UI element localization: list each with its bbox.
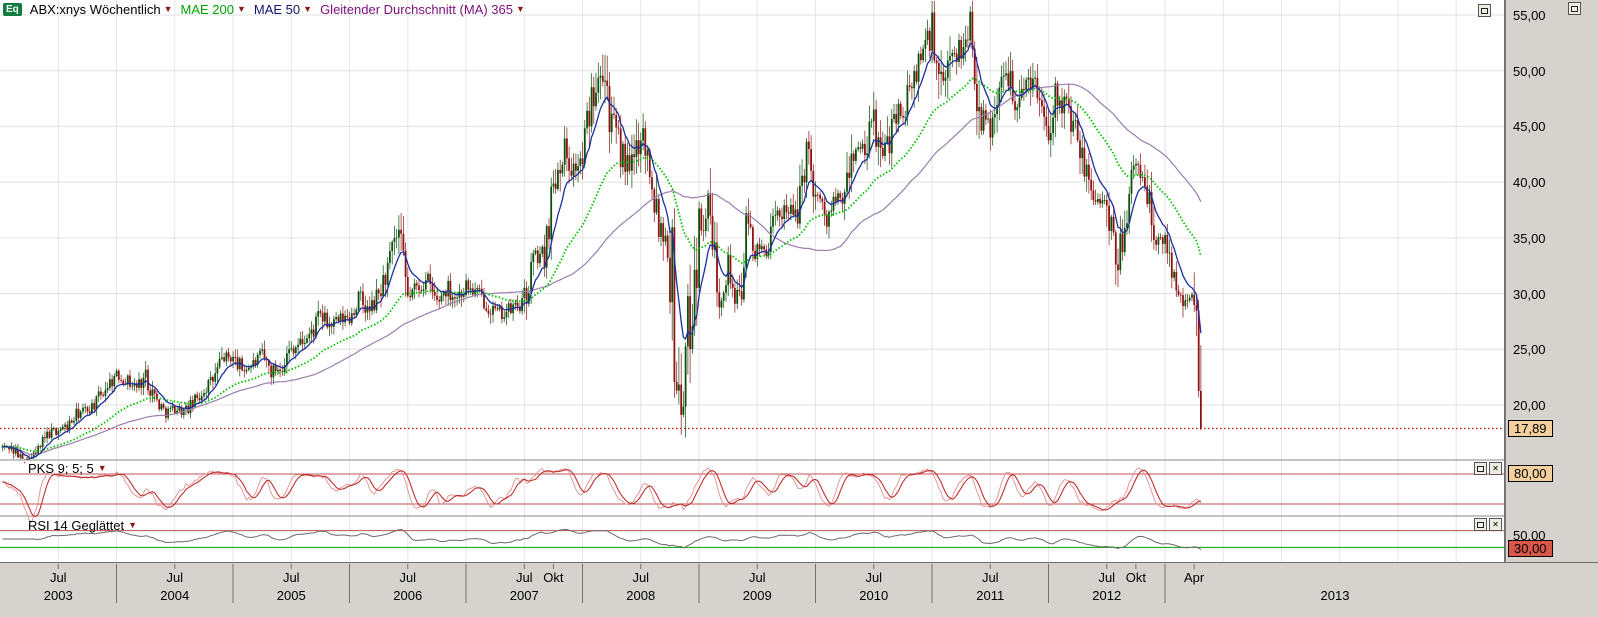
pks-panel-header[interactable]: PKS 9; 5; 5 ▼ xyxy=(28,461,107,476)
pks-panel-close-button[interactable]: ✕ xyxy=(1489,462,1502,475)
ma365-legend-item[interactable]: Gleitender Durchschnitt (MA) 365 ▼ xyxy=(320,2,525,17)
restore-icon xyxy=(1571,5,1578,12)
chevron-down-icon: ▼ xyxy=(97,463,107,473)
month-label: Jul xyxy=(399,570,417,585)
month-label: Jul xyxy=(748,570,766,585)
year-label: 2010 xyxy=(859,588,889,603)
restore-icon xyxy=(1477,465,1484,472)
year-label: 2003 xyxy=(43,588,73,603)
month-label: Jul xyxy=(515,570,533,585)
axis-corner-button[interactable] xyxy=(1568,2,1581,15)
month-label: Jul xyxy=(49,570,67,585)
pks-level-box: 80,00 xyxy=(1508,465,1553,482)
ma365-label: Gleitender Durchschnitt (MA) 365 xyxy=(320,2,513,17)
month-label: Jul xyxy=(282,570,300,585)
price-tick-label: 55,00 xyxy=(1513,8,1546,23)
main-pane-restore-button[interactable] xyxy=(1478,4,1491,17)
year-label: 2007 xyxy=(509,588,539,603)
restore-icon xyxy=(1481,7,1488,14)
chevron-down-icon: ▼ xyxy=(163,4,173,14)
year-label: 2012 xyxy=(1092,588,1122,603)
price-axis[interactable]: 55,00 50,00 45,00 40,00 35,00 30,00 25,00 20,00… xyxy=(1505,0,1598,562)
month-label: Jul xyxy=(865,570,883,585)
month-label: Okt xyxy=(1125,570,1146,585)
chevron-down-icon: ▼ xyxy=(515,4,525,14)
current-price-box: 17,89 xyxy=(1508,419,1553,437)
year-label: 2008 xyxy=(626,588,656,603)
year-label: 2009 xyxy=(742,588,772,603)
time-axis-ticks xyxy=(57,564,1195,603)
price-tick-label: 50,00 xyxy=(1513,63,1546,79)
year-label: 2005 xyxy=(276,588,306,603)
rsi-panel-close-button[interactable]: ✕ xyxy=(1489,518,1502,531)
price-tick-label: 25,00 xyxy=(1513,342,1546,358)
price-tick-label: 20,00 xyxy=(1513,398,1546,413)
chevron-down-icon: ▼ xyxy=(128,520,138,530)
rsi-current-box: 30,00 xyxy=(1508,540,1553,558)
year-label: 2006 xyxy=(393,588,423,603)
rsi-mid-label: 50,00 xyxy=(1513,528,1546,543)
ma50-label: MAE 50 xyxy=(253,2,301,17)
rsi-title: RSI 14 Geglättet xyxy=(28,518,125,533)
restore-icon xyxy=(1477,521,1484,528)
pks-panel-restore-button[interactable] xyxy=(1474,462,1487,475)
month-label: Jul xyxy=(981,570,999,585)
year-label: 2011 xyxy=(976,588,1005,603)
year-label: 2004 xyxy=(160,588,190,603)
chevron-down-icon: ▼ xyxy=(236,4,246,14)
month-label: Jul xyxy=(1098,570,1116,585)
rsi-panel-restore-button[interactable] xyxy=(1474,518,1487,531)
close-icon: ✕ xyxy=(1492,519,1499,529)
symbol-series-selector[interactable]: ABX:xnys Wöchentlich ▼ xyxy=(30,2,173,17)
month-label: Jul xyxy=(166,570,184,585)
ma200-legend-item[interactable]: MAE 200 ▼ xyxy=(180,2,245,17)
time-axis[interactable]: Jul Jul Jul Jul Jul Okt Jul Jul Jul Jul Jul Okt Apr 2… xyxy=(0,562,1598,617)
month-label: Jul xyxy=(632,570,650,585)
price-tick-label: 40,00 xyxy=(1513,175,1546,191)
pks-title: PKS 9; 5; 5 xyxy=(28,461,94,476)
ma50-legend-item[interactable]: MAE 50 ▼ xyxy=(254,2,312,17)
price-tick-label: 30,00 xyxy=(1513,286,1546,302)
price-tick-label: 35,00 xyxy=(1513,230,1546,246)
month-label: Apr xyxy=(1184,570,1205,585)
rsi-panel-header[interactable]: RSI 14 Geglättet ▼ xyxy=(28,518,137,533)
main-chart-canvas[interactable] xyxy=(0,0,1505,562)
year-label: 2013 xyxy=(1320,588,1350,603)
equity-badge-icon: Eq xyxy=(3,3,22,16)
close-icon: ✕ xyxy=(1492,463,1499,473)
chevron-down-icon: ▼ xyxy=(303,4,313,14)
ma200-label: MAE 200 xyxy=(180,2,234,17)
price-tick-label: 45,00 xyxy=(1513,119,1546,135)
month-label: Okt xyxy=(543,570,564,585)
chart-legend: Eq ABX:xnys Wöchentlich ▼ MAE 200 ▼ MAE … xyxy=(3,2,525,17)
symbol-label: ABX:xnys Wöchentlich xyxy=(29,2,161,17)
